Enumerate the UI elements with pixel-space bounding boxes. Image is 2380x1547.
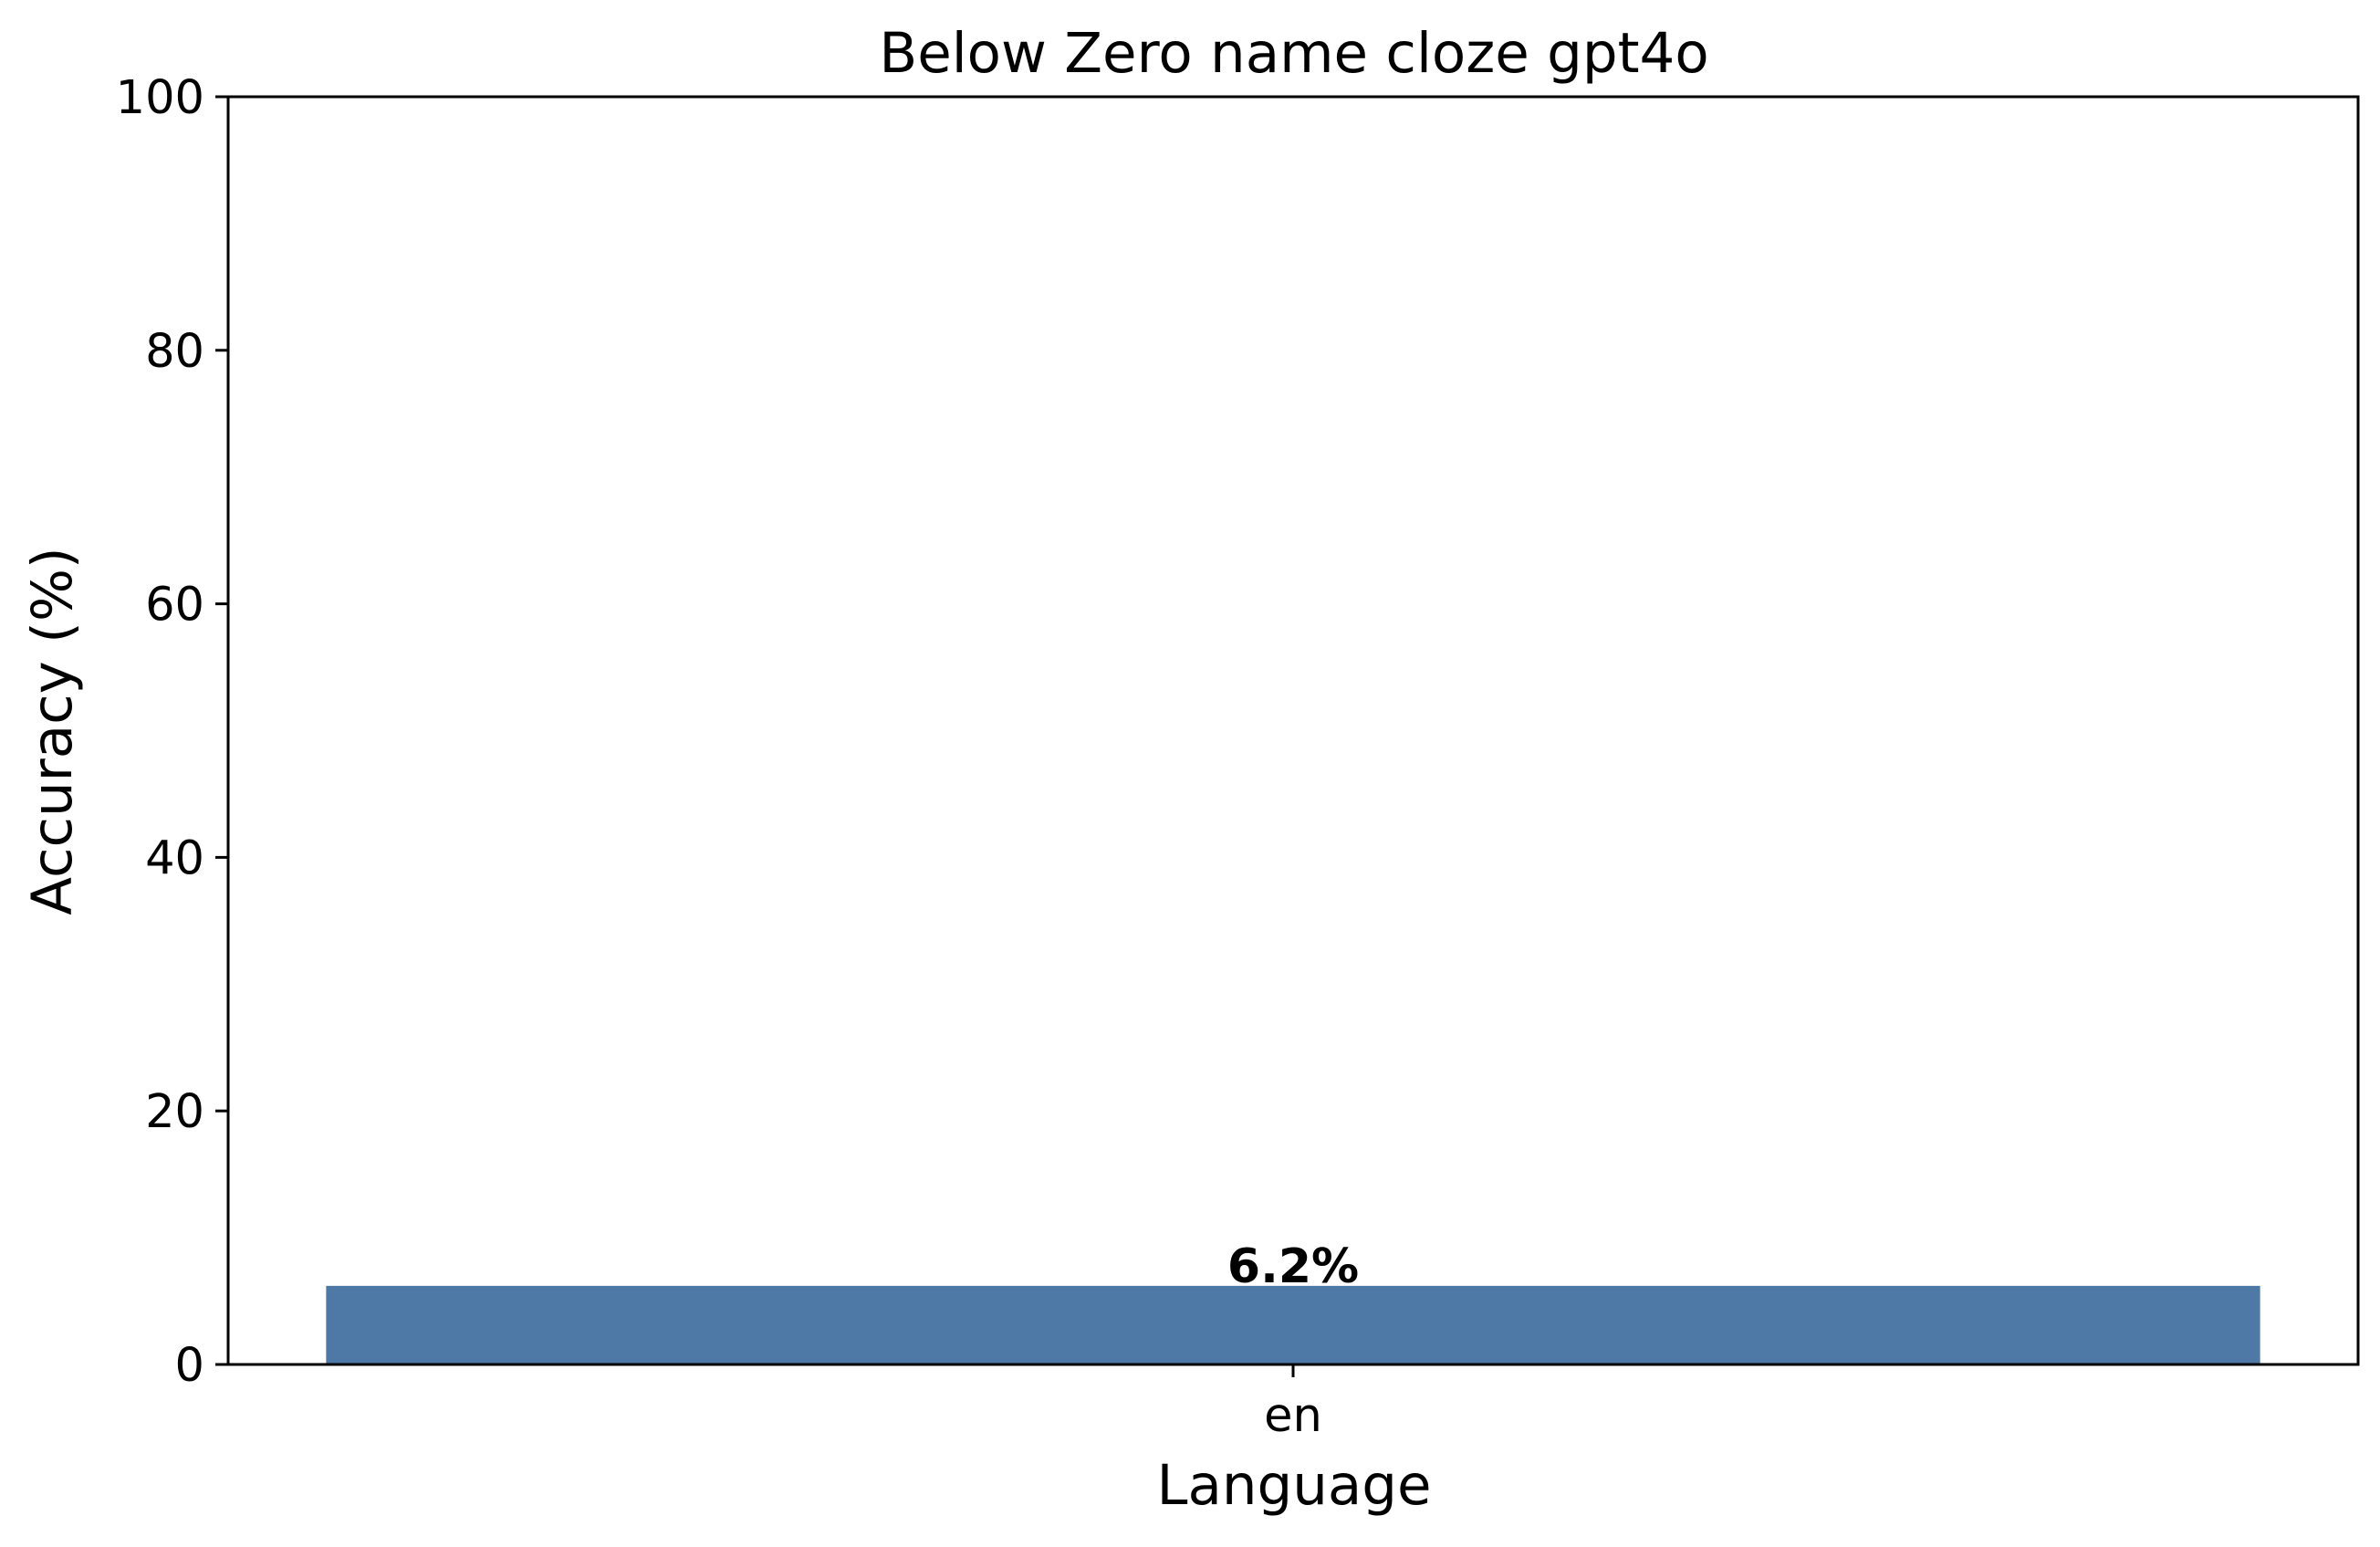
x-axis-ticks: en — [1264, 1364, 1322, 1443]
chart-title: Below Zero name cloze gpt4o — [879, 21, 1708, 86]
bars — [326, 1285, 2260, 1364]
x-axis-label: Language — [1156, 1453, 1431, 1518]
y-tick-label: 100 — [116, 71, 204, 125]
x-tick-label: en — [1264, 1389, 1322, 1443]
y-axis-label: Accuracy (%) — [20, 547, 85, 915]
y-tick-label: 80 — [145, 325, 204, 379]
y-tick-label: 20 — [145, 1085, 204, 1139]
y-tick-label: 40 — [145, 831, 204, 885]
y-tick-label: 60 — [145, 579, 204, 632]
bar-value-label: 6.2% — [1227, 1239, 1359, 1294]
data-labels: 6.2% — [1227, 1239, 1359, 1294]
plot-area-frame — [226, 95, 2360, 1366]
y-tick-label: 0 — [175, 1339, 204, 1393]
bar-en — [326, 1285, 2260, 1364]
y-axis-ticks: 0 20 40 60 80 100 — [116, 71, 228, 1393]
